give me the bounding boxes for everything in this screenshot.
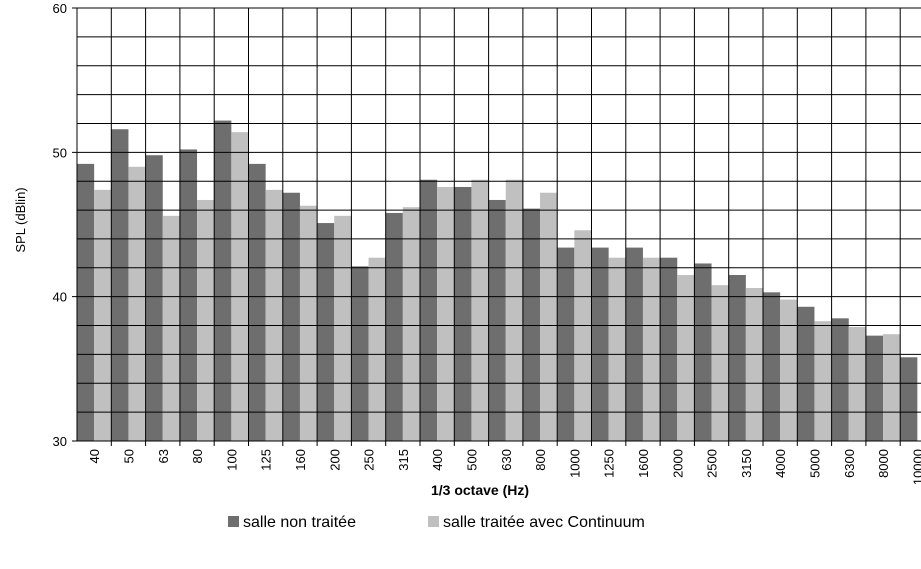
x-tick-label: 40 — [87, 449, 102, 463]
bar — [900, 357, 918, 441]
bar — [145, 155, 163, 441]
x-tick-label: 1000 — [567, 449, 582, 478]
bar — [642, 257, 661, 441]
bar — [865, 335, 884, 441]
x-tick-label: 4000 — [773, 449, 788, 478]
bar — [471, 179, 489, 442]
bar — [77, 163, 95, 441]
x-tick-label: 3150 — [739, 449, 754, 478]
x-tick-label: 63 — [156, 449, 171, 463]
bar — [608, 257, 626, 441]
x-tick-label: 1250 — [602, 449, 617, 478]
bar — [368, 257, 386, 441]
bar — [214, 120, 232, 441]
x-tick-label: 2000 — [670, 449, 685, 478]
bar — [505, 179, 523, 442]
y-axis-title: SPL (dBlin) — [13, 187, 28, 252]
y-tick-label: 40 — [53, 290, 67, 305]
plot-border — [76, 7, 921, 442]
x-tick-label: 315 — [396, 449, 411, 471]
bar — [848, 326, 866, 441]
bar — [488, 199, 506, 441]
bar — [248, 163, 266, 441]
bar — [814, 321, 832, 441]
x-tick-label: 5000 — [807, 449, 822, 478]
bar — [420, 179, 438, 442]
y-tick-label: 50 — [53, 145, 67, 160]
bar — [591, 247, 609, 441]
bar — [299, 205, 318, 441]
x-tick-label: 1600 — [636, 449, 651, 478]
bar — [728, 275, 746, 441]
legend-label: salle traitée avec Continuum — [443, 514, 645, 531]
bar — [694, 263, 712, 441]
bar — [797, 306, 815, 441]
x-tick-label: 8000 — [876, 449, 891, 478]
bar — [540, 192, 558, 441]
x-tick-label: 630 — [499, 449, 514, 471]
legend-swatch — [228, 516, 239, 527]
x-tick-label: 250 — [362, 449, 377, 471]
x-tick-label: 160 — [293, 449, 308, 471]
y-tick-label: 30 — [53, 434, 67, 449]
x-tick-label: 50 — [121, 449, 136, 463]
bar — [282, 192, 300, 441]
x-tick-label: 200 — [327, 449, 342, 471]
bar — [111, 129, 129, 442]
bar — [265, 189, 283, 441]
x-tick-label: 6300 — [842, 449, 857, 478]
bar — [231, 132, 249, 442]
bar — [317, 223, 335, 441]
bar — [162, 215, 180, 441]
bar — [454, 186, 472, 441]
bar — [385, 212, 403, 441]
x-tick-label: 10000 — [910, 449, 921, 485]
bar — [831, 318, 849, 441]
x-tick-label: 125 — [259, 449, 274, 471]
bar — [677, 275, 695, 441]
x-tick-label: 800 — [533, 449, 548, 471]
bar — [128, 166, 146, 441]
bar — [351, 266, 369, 441]
y-tick-label: 60 — [53, 1, 67, 16]
bar — [745, 288, 763, 441]
bar — [763, 292, 781, 441]
x-tick-label: 500 — [464, 449, 479, 471]
x-tick-label: 100 — [224, 449, 239, 471]
bar — [94, 189, 112, 441]
bar — [780, 299, 798, 441]
bar — [625, 247, 643, 441]
bar — [522, 208, 541, 441]
legend-swatch — [428, 516, 439, 527]
x-tick-label: 400 — [430, 449, 445, 471]
x-axis-title: 1/3 octave (Hz) — [431, 482, 529, 498]
x-tick-label: 80 — [190, 449, 205, 463]
bar — [660, 257, 678, 441]
bar — [883, 334, 901, 441]
bar — [334, 215, 352, 441]
bar — [574, 230, 592, 441]
x-tick-label: 2500 — [705, 449, 720, 478]
legend-label: salle non traitée — [243, 514, 356, 531]
bar — [197, 199, 215, 441]
bar — [437, 186, 455, 441]
bar — [557, 247, 575, 441]
bar — [711, 285, 729, 441]
bar — [402, 207, 420, 441]
bar — [179, 149, 198, 442]
